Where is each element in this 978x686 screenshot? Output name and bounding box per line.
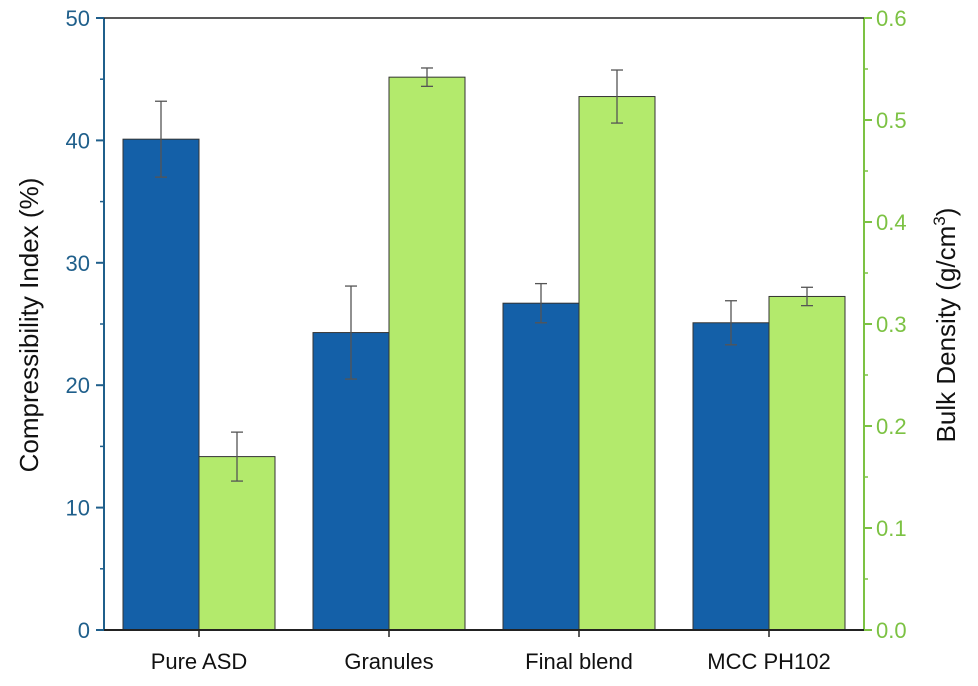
x-tick-label: MCC PH102 [707, 649, 830, 674]
left-tick-label: 20 [66, 373, 90, 398]
right-axis-title-main: Bulk Density (g/cm [931, 226, 961, 443]
x-tick-label: Granules [344, 649, 433, 674]
bar-final-blend-left [502, 302, 580, 631]
left-tick-label: 10 [66, 496, 90, 521]
right-tick-label: 0.3 [876, 312, 907, 337]
left-tick-label: 30 [66, 251, 90, 276]
right-tick-label: 0.2 [876, 414, 907, 439]
bar-granules-left [312, 332, 390, 631]
right-axis-title-superscript: 3 [930, 216, 949, 225]
right-axis-title: Bulk Density (g/cm3) [930, 208, 961, 443]
right-tick-label: 0.5 [876, 108, 907, 133]
x-tick-label: Pure ASD [151, 649, 248, 674]
bar-mcc-ph102-right [768, 295, 846, 631]
x-tick-label: Final blend [525, 649, 633, 674]
bar-final-blend-right [578, 96, 656, 631]
right-axis-title-close: ) [931, 208, 961, 217]
left-tick-label: 50 [66, 6, 90, 31]
left-axis-title: Compressibility Index (%) [14, 178, 44, 473]
right-tick-label: 0.6 [876, 6, 907, 31]
bar-pure-asd-left [122, 138, 200, 631]
right-tick-label: 0.1 [876, 516, 907, 541]
bar-granules-right [388, 76, 466, 631]
bar-pure-asd-right [198, 456, 276, 631]
left-tick-label: 0 [78, 618, 90, 643]
left-tick-label: 40 [66, 128, 90, 153]
right-tick-label: 0.4 [876, 210, 907, 235]
bar-mcc-ph102-left [692, 322, 770, 631]
right-tick-label: 0.0 [876, 618, 907, 643]
